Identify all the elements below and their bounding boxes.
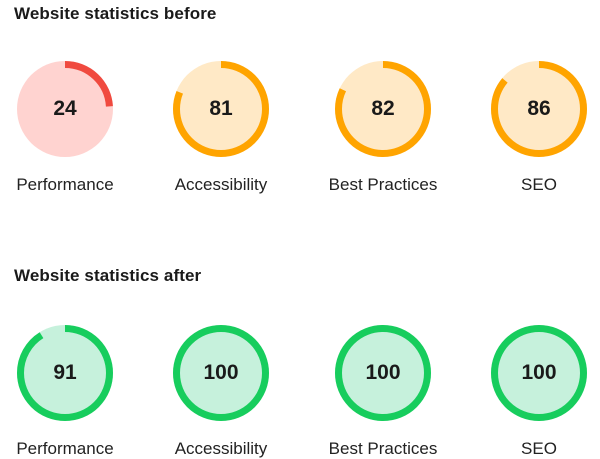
after-best-practices-gauge: 100 (333, 323, 433, 423)
gauge-background (17, 325, 113, 421)
before-section-title: Website statistics before (14, 4, 217, 23)
gauge-background (173, 325, 269, 421)
after-section-title: Website statistics after (14, 266, 202, 285)
gauge-arc (17, 61, 113, 157)
gauge-arc (17, 325, 113, 421)
gauge-value: 81 (209, 97, 233, 120)
gauge-svg (491, 61, 587, 157)
after-best-practices-label: Best Practices (328, 439, 438, 458)
gauge-background (335, 61, 431, 157)
before-seo-gauge: 86 (489, 59, 589, 159)
after-seo-label: SEO (521, 439, 557, 458)
gauge-background (173, 61, 269, 157)
gauge-arc (173, 325, 269, 421)
after-performance-gauge: 91 (15, 323, 115, 423)
after-performance-label: Performance (16, 439, 114, 458)
after-seo-gauge: 100 (489, 323, 589, 423)
gauge-arc (491, 325, 587, 421)
before-best-practices-label: Best Practices (328, 175, 438, 194)
gauge-value: 24 (53, 97, 77, 120)
before-accessibility-label: Accessibility (174, 175, 268, 194)
after-accessibility-gauge: 100 (171, 323, 271, 423)
gauge-svg (17, 61, 113, 157)
before-performance-gauge: 24 (15, 59, 115, 159)
gauge-value: 82 (371, 97, 395, 120)
gauge-svg (173, 61, 269, 157)
before-accessibility-gauge: 81 (171, 59, 271, 159)
gauge-arc (173, 61, 269, 157)
gauge-svg (173, 325, 269, 421)
gauge-value: 100 (365, 361, 401, 384)
gauge-svg (491, 325, 587, 421)
gauge-background (491, 325, 587, 421)
gauge-arc (491, 61, 587, 157)
gauge-arc (335, 325, 431, 421)
gauge-background (335, 325, 431, 421)
before-seo-label: SEO (521, 175, 557, 194)
gauge-background (17, 61, 113, 157)
gauge-svg (17, 325, 113, 421)
gauge-value: 100 (203, 361, 239, 384)
gauge-value: 91 (53, 361, 77, 384)
gauge-arc (335, 61, 431, 157)
after-accessibility-label: Accessibility (174, 439, 268, 458)
gauge-value: 86 (527, 97, 551, 120)
gauge-value: 100 (521, 361, 557, 384)
gauge-svg (335, 61, 431, 157)
gauge-background (491, 61, 587, 157)
before-best-practices-gauge: 82 (333, 59, 433, 159)
before-performance-label: Performance (16, 175, 114, 194)
gauge-svg (335, 325, 431, 421)
